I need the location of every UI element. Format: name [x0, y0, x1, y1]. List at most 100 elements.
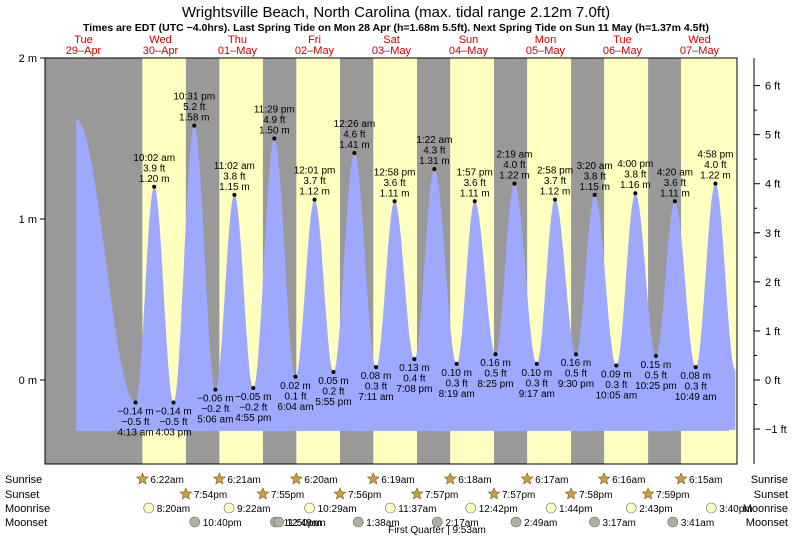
day-weekday: Tue	[613, 34, 632, 46]
day-labels: Tue29–AprWed30–AprThu01–MayFri02–MaySat0…	[66, 34, 720, 57]
low-tide-label: 0.02 m0.1 ft6:04 am	[277, 381, 313, 413]
sun-icon	[410, 487, 424, 500]
tide-label-line: 3.9 ft	[143, 163, 165, 174]
chart-subtitle: Times are EDT (UTC −4.0hrs). Last Spring…	[83, 22, 709, 34]
low-tide-label: 0.08 m0.3 ft7:11 am	[358, 371, 393, 403]
tide-label-line: 0.5 ft	[484, 369, 506, 380]
tide-label-line: 7:08 pm	[396, 384, 432, 395]
tide-label-line: 11:02 am	[214, 161, 255, 172]
sunset-time: 7:57pm	[425, 490, 458, 501]
moonrise-time: 12:42pm	[479, 504, 518, 515]
day-date: 01–May	[218, 45, 258, 57]
tide-point	[272, 136, 277, 141]
tide-label-line: 12:01 pm	[294, 166, 336, 177]
tide-point	[713, 181, 718, 186]
low-tide-label: 0.10 m0.3 ft9:17 am	[519, 368, 555, 400]
low-tide-label: −0.14 m−0.5 ft4:13 am	[117, 407, 153, 439]
tide-point	[534, 361, 539, 366]
day-weekday: Wed	[149, 34, 171, 46]
tide-point	[614, 363, 619, 368]
high-tide-label: 11:29 pm4.9 ft1.50 m	[254, 105, 295, 137]
day-date: 02–May	[295, 45, 335, 57]
moonset-icon	[432, 516, 443, 528]
sunset-row: Sunset Sunset 7:54pm 7:55pm 7:56pm 7:57pm 7:57…	[5, 487, 788, 501]
sunrise-time: 6:20am	[304, 475, 337, 486]
sunset-time: 7:54pm	[194, 490, 227, 501]
tide-label-line: 4:03 pm	[155, 428, 191, 439]
sunrise-time: 6:21am	[227, 475, 260, 486]
high-tide-label: 10:31 pm5.2 ft1.58 m	[173, 92, 215, 124]
tide-label-line: −0.14 m	[155, 407, 191, 418]
high-tide-label: 1:22 am4.3 ft1.31 m	[416, 135, 452, 167]
high-tide-label: 12:01 pm3.7 ft1.12 m	[294, 166, 336, 198]
tide-label-line: 1.15 m	[579, 182, 610, 193]
tide-label-line: 1.11 m	[380, 188, 410, 199]
low-tide-label: 0.16 m0.5 ft9:30 pm	[558, 358, 594, 390]
tide-label-line: −0.5 ft	[121, 417, 149, 428]
tide-label-line: 3.7 ft	[303, 176, 325, 187]
tide-label-line: 1.58 m	[179, 113, 210, 124]
tide-label-line: 1:22 am	[416, 135, 452, 146]
tide-label-line: 0.5 ft	[565, 369, 587, 380]
tide-point	[293, 374, 298, 379]
tide-curve	[76, 119, 736, 431]
tide-label-line: 1.41 m	[339, 140, 370, 151]
tide-label-line: 4:58 pm	[697, 150, 733, 161]
tide-label-line: 0.5 ft	[645, 370, 667, 381]
day-weekday: Sat	[383, 34, 400, 46]
moon-phase-label: First Quarter | 9:53am	[388, 525, 486, 536]
tide-label-line: 0.02 m	[280, 381, 311, 392]
tide-label-line: 5:55 pm	[315, 397, 351, 408]
tide-label-line: 0.09 m	[601, 370, 632, 381]
sunrise-label-left: Sunrise	[5, 474, 42, 486]
high-tide-label: 4:00 pm3.8 ft1.16 m	[617, 159, 653, 191]
tide-area	[76, 119, 736, 430]
tide-label-line: 8:25 pm	[477, 379, 513, 390]
high-tide-label: 3:20 am3.8 ft1.15 m	[577, 161, 613, 193]
tide-label-line: 0.3 ft	[446, 378, 468, 389]
tide-label-line: 2:19 am	[496, 150, 532, 161]
high-tide-label: 4:58 pm4.0 ft1.22 m	[697, 150, 733, 182]
tide-label-line: −0.05 m	[235, 392, 271, 403]
sun-icon	[674, 472, 688, 485]
moonset-time: 2:17am	[445, 518, 478, 529]
tide-label-line: 10:25 pm	[635, 381, 677, 392]
day-weekday: Wed	[688, 34, 710, 46]
tide-label-line: 0.16 m	[480, 358, 511, 369]
tide-point	[312, 197, 317, 202]
tide-label-line: 1.20 m	[139, 174, 170, 185]
tide-point	[352, 150, 357, 155]
tide-label-line: 0.10 m	[441, 368, 472, 379]
tide-label-line: 0.4 ft	[403, 374, 425, 385]
tide-point	[432, 167, 437, 172]
y-tick-label-left: 0 m	[19, 375, 37, 387]
moonrise-row: Moonrise Moonrise 8:20am 9:22am 10:29am 11:37…	[5, 502, 788, 515]
chart-title: Wrightsville Beach, North Carolina (max.…	[182, 4, 610, 21]
sunset-label-left: Sunset	[5, 489, 39, 501]
tide-label-line: 4:55 pm	[235, 413, 271, 424]
moonrise-label-left: Moonrise	[5, 503, 50, 515]
low-tide-label: −0.05 m−0.2 ft4:55 pm	[235, 392, 271, 424]
moonset-icon	[352, 516, 364, 528]
low-tide-label: −0.14 m−0.5 ft4:03 pm	[155, 407, 191, 439]
moonrise-time: 9:22am	[237, 504, 270, 515]
y-tick-label-right: 1 ft	[765, 326, 780, 338]
tide-label-line: 3.8 ft	[624, 170, 646, 181]
tide-label-line: 3.6 ft	[383, 178, 405, 189]
high-tide-label: 4:20 am3.6 ft1.11 m	[657, 167, 693, 199]
moonrise-time: 11:37am	[398, 504, 436, 515]
moonset-icon	[189, 516, 201, 528]
sunrise-label-right: Sunrise	[751, 474, 788, 486]
high-tide-label: 11:02 am3.8 ft1.15 m	[214, 161, 255, 193]
tide-label-line: 6:04 am	[277, 402, 313, 413]
tide-label-line: −0.06 m	[197, 394, 233, 405]
low-tide-label: 0.13 m0.4 ft7:08 pm	[396, 363, 432, 395]
moonrise-icon	[465, 502, 477, 514]
tide-label-line: 5:06 am	[197, 415, 233, 426]
tide-label-line: 1.12 m	[540, 187, 571, 198]
sun-icon	[641, 487, 655, 500]
